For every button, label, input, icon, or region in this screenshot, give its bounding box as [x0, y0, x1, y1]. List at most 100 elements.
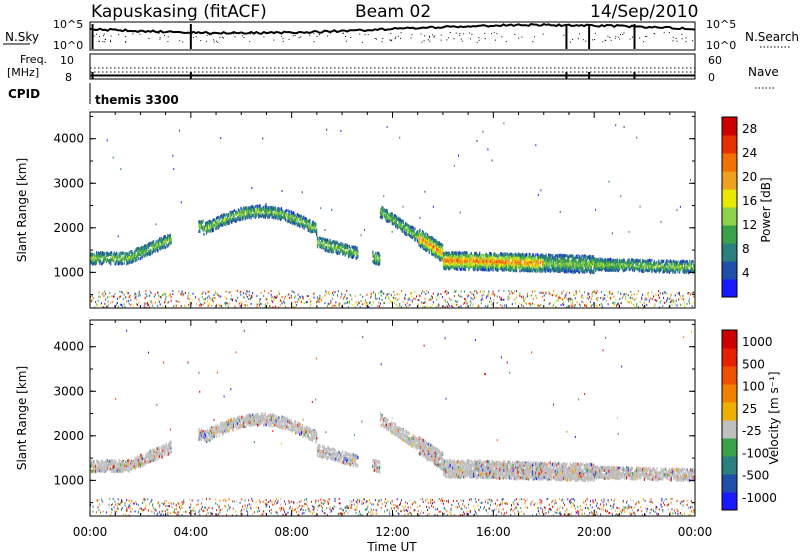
scatter-cell: [137, 252, 139, 256]
scatter-cell: [131, 260, 133, 264]
scatter-cell: [270, 208, 272, 212]
scatter-cell: [556, 293, 558, 296]
scatter-cell: [469, 304, 471, 307]
scatter-cell: [91, 259, 93, 263]
scatter-cell: [588, 293, 590, 296]
scatter-cell: [438, 247, 440, 251]
nsearch-dot: [206, 40, 208, 42]
scatter-cell: [347, 246, 349, 250]
nsearch-dot: [496, 33, 498, 35]
scatter-cell: [280, 207, 282, 211]
scatter-cell: [293, 212, 295, 216]
scatter-cell: [547, 261, 550, 265]
scatter-cell: [167, 234, 169, 238]
scatter-cell: [550, 257, 552, 261]
scatter-cell: [453, 256, 455, 260]
scatter-cell: [434, 240, 436, 244]
scatter-cell: [539, 263, 541, 267]
scatter-cell: [128, 260, 130, 264]
scatter-cell: [459, 262, 461, 266]
scatter-cell: [452, 259, 454, 263]
scatter-cell: [229, 212, 231, 216]
scatter-cell: [463, 303, 465, 306]
scatter-cell: [428, 243, 430, 247]
scatter-cell: [349, 293, 351, 296]
scatter-cell: [107, 259, 109, 263]
scatter-cell: [241, 213, 243, 217]
scatter-cell: [183, 293, 185, 296]
scatter-cell: [528, 255, 530, 259]
scatter-cell: [330, 301, 332, 304]
nsky-label: N.Sky: [5, 30, 39, 44]
scatter-cell: [449, 263, 451, 267]
scatter-cell: [224, 214, 226, 218]
scatter-cell: [536, 297, 538, 300]
scatter-cell: [549, 268, 551, 272]
scatter-cell: [525, 302, 527, 305]
scatter-cell: [372, 254, 374, 258]
scatter-cell: [538, 267, 540, 271]
scatter-cell: [314, 221, 316, 225]
scatter-cell: [398, 220, 400, 224]
scatter-cell: [142, 248, 144, 252]
scatter-cell: [141, 251, 143, 255]
scatter-cell: [202, 303, 204, 306]
scatter-cell: [346, 251, 348, 255]
scatter-cell: [293, 214, 295, 218]
scatter-cell: [500, 253, 502, 257]
scatter-cell: [383, 213, 385, 217]
scatter-cell: [448, 256, 450, 260]
scatter-cell: [501, 268, 503, 272]
scatter-cell: [431, 237, 433, 241]
scatter-cell: [112, 256, 114, 260]
scatter-cell: [109, 292, 111, 295]
scatter-cell: [580, 269, 582, 273]
scatter-cell: [105, 251, 108, 255]
scatter-cell: [543, 294, 545, 297]
scatter-cell: [547, 266, 550, 270]
scatter-cell: [129, 296, 131, 299]
scatter-cell: [95, 261, 98, 265]
scatter-cell: [496, 262, 498, 266]
nsearch-dot: [167, 36, 169, 38]
scatter-cell: [421, 231, 423, 235]
scatter-cell: [465, 256, 467, 260]
scatter-cell: [447, 258, 449, 262]
scatter-cell: [437, 255, 439, 259]
scatter-cell: [564, 261, 566, 265]
scatter-cell: [581, 254, 583, 258]
scatter-cell: [464, 258, 466, 262]
scatter-cell: [395, 215, 398, 219]
scatter-cell: [126, 300, 128, 303]
scatter-cell: [312, 220, 314, 224]
scatter-cell: [163, 292, 165, 295]
scatter-cell: [442, 263, 445, 267]
scatter-cell: [470, 297, 472, 300]
nsearch-dot: [685, 41, 687, 43]
scatter-cell: [287, 216, 289, 220]
scatter-cell: [230, 214, 232, 218]
scatter-cell: [352, 245, 354, 249]
scatter-cell: [242, 292, 244, 295]
nsearch-dot: [390, 32, 392, 34]
scatter-cell: [433, 249, 435, 253]
scatter-cell: [96, 304, 98, 307]
scatter-cell: [452, 257, 454, 261]
scatter-cell: [589, 262, 592, 266]
scatter-cell: [474, 265, 476, 269]
scatter-cell: [258, 214, 261, 218]
scatter-cell: [133, 294, 135, 297]
scatter-cell: [397, 305, 399, 308]
scatter-cell: [593, 267, 595, 271]
scatter-cell: [121, 305, 123, 308]
scatter-cell: [547, 269, 550, 273]
scatter-cell: [511, 265, 514, 269]
scatter-cell: [432, 243, 435, 247]
scatter-cell: [558, 264, 561, 268]
freq-tick-high: 10: [60, 54, 74, 67]
scatter-cell: [297, 214, 299, 217]
scatter-cell: [470, 257, 472, 261]
scatter-cell: [200, 302, 202, 305]
scatter-cell: [419, 241, 421, 245]
scatter-cell: [377, 254, 379, 258]
